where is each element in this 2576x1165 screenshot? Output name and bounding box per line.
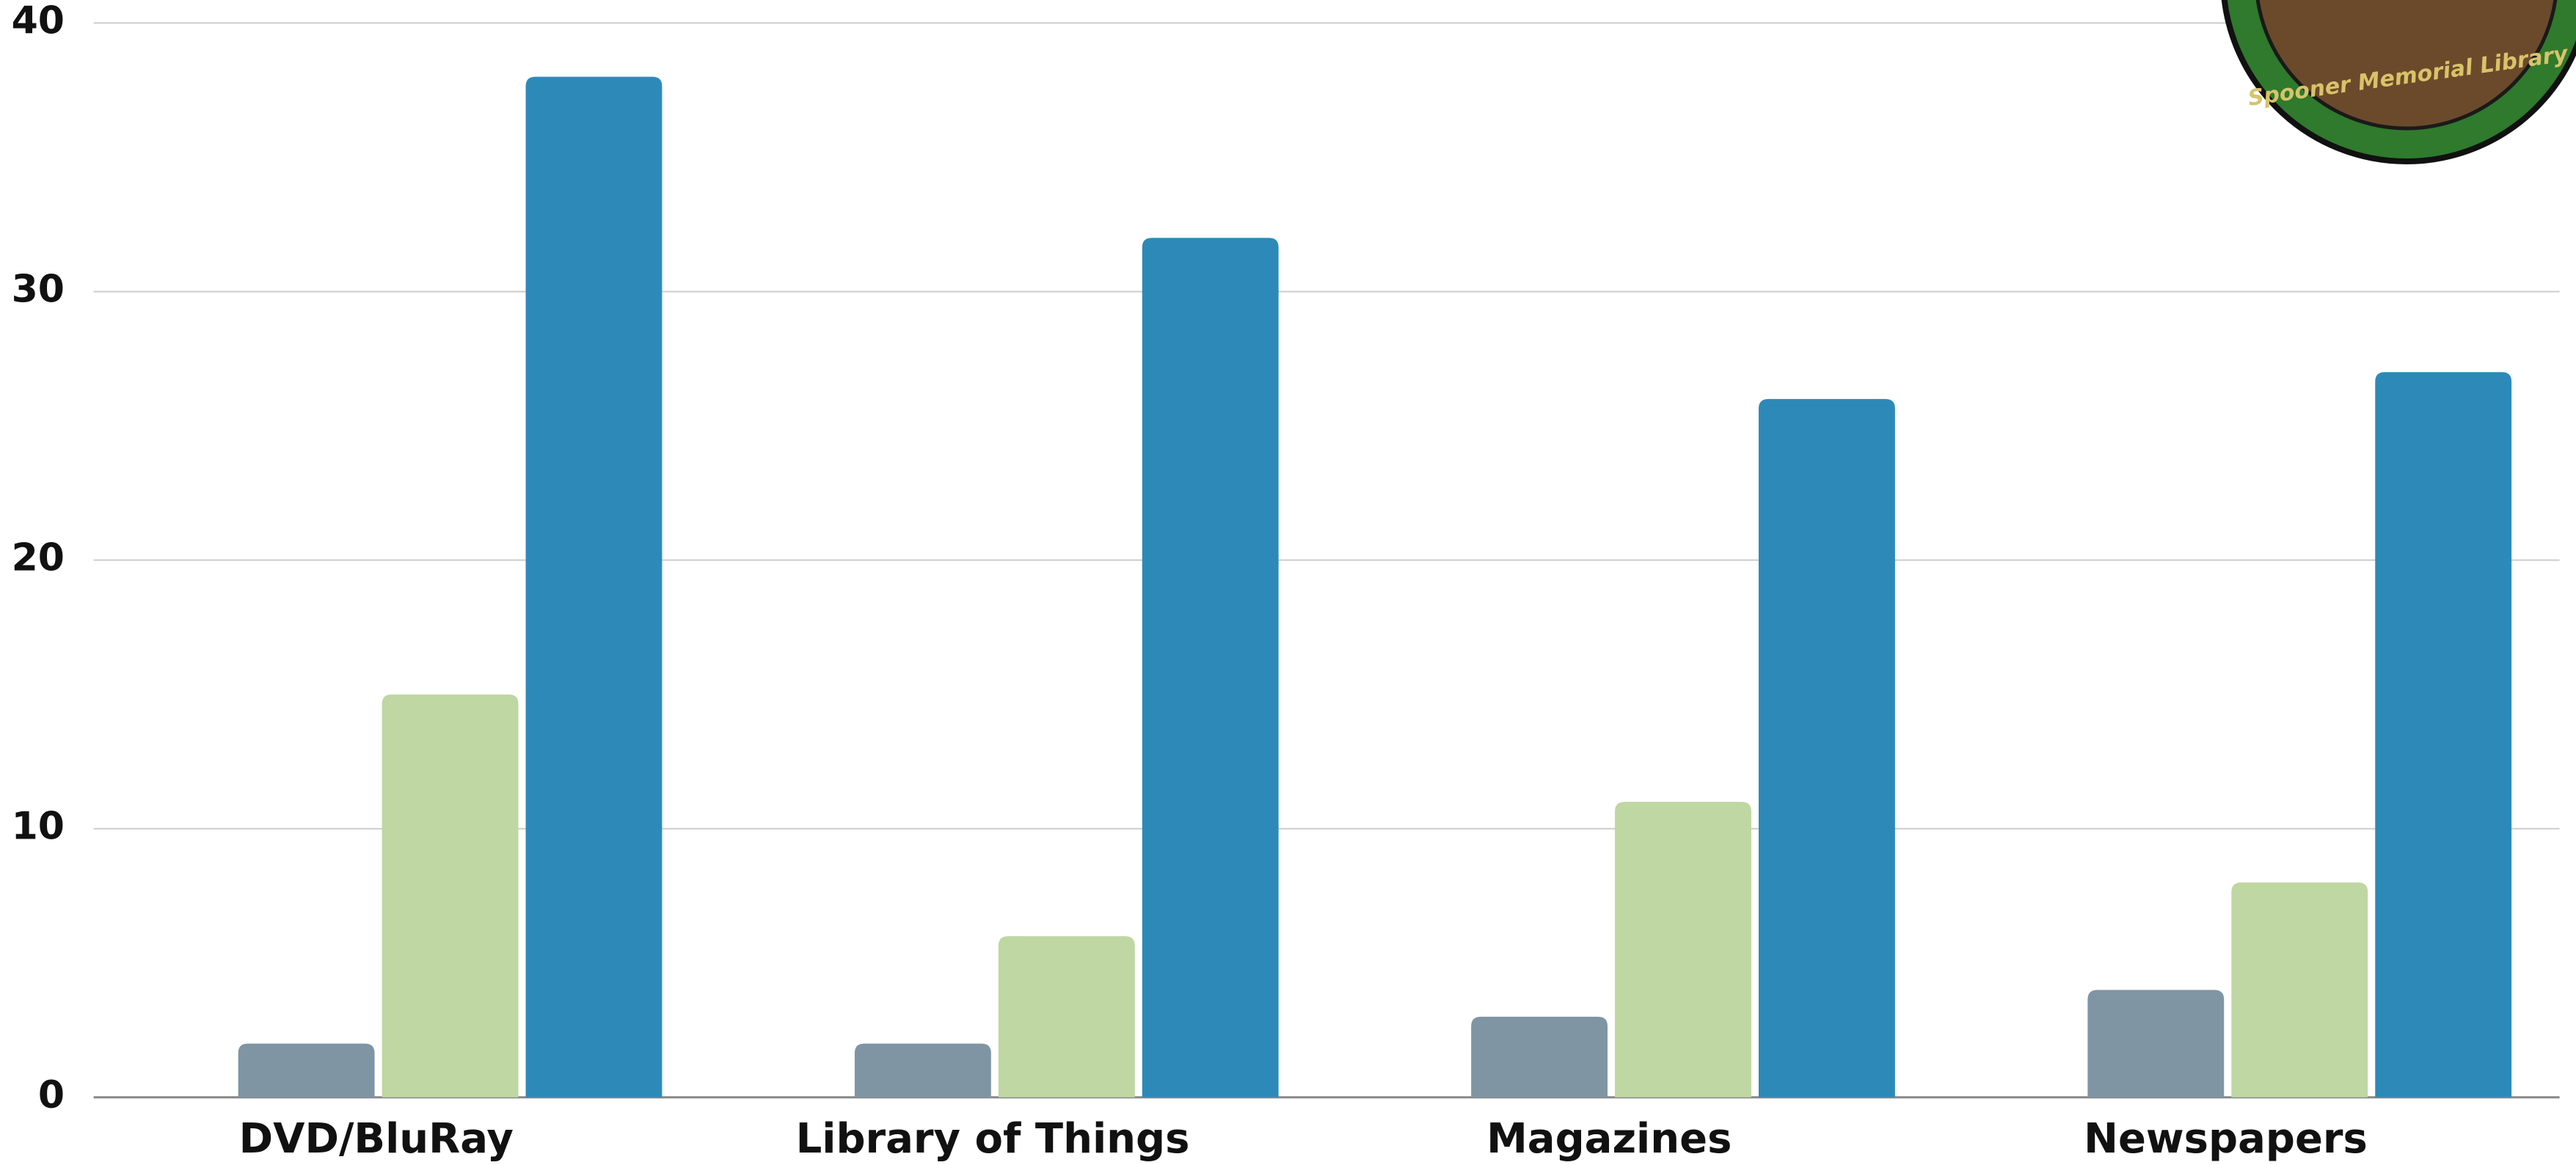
logo: Spooner Memorial Library [2221,0,2576,164]
bar [2087,990,2225,1098]
y-tick-label: 20 [12,536,65,580]
bar [2375,372,2512,1098]
x-tick-label: Magazines [1486,1115,1732,1163]
bar [998,936,1135,1098]
y-tick-label: 10 [12,805,65,849]
bar [525,76,663,1098]
bar [238,1043,375,1098]
bar [1615,802,1751,1098]
x-tick-label: Library of Things [796,1115,1190,1163]
x-tick-label: DVD/BluRay [239,1115,514,1163]
bar [2231,882,2368,1098]
logo-center [2255,0,2558,131]
y-tick-label: 0 [38,1073,65,1117]
bar [854,1043,991,1098]
x-tick-label: Newspapers [2084,1115,2368,1163]
bar [382,694,519,1098]
bar [1471,1016,1608,1098]
bar [1759,398,1895,1098]
y-tick-label: 40 [12,0,65,43]
y-tick-label: 30 [12,267,65,311]
bar [1142,238,1279,1098]
